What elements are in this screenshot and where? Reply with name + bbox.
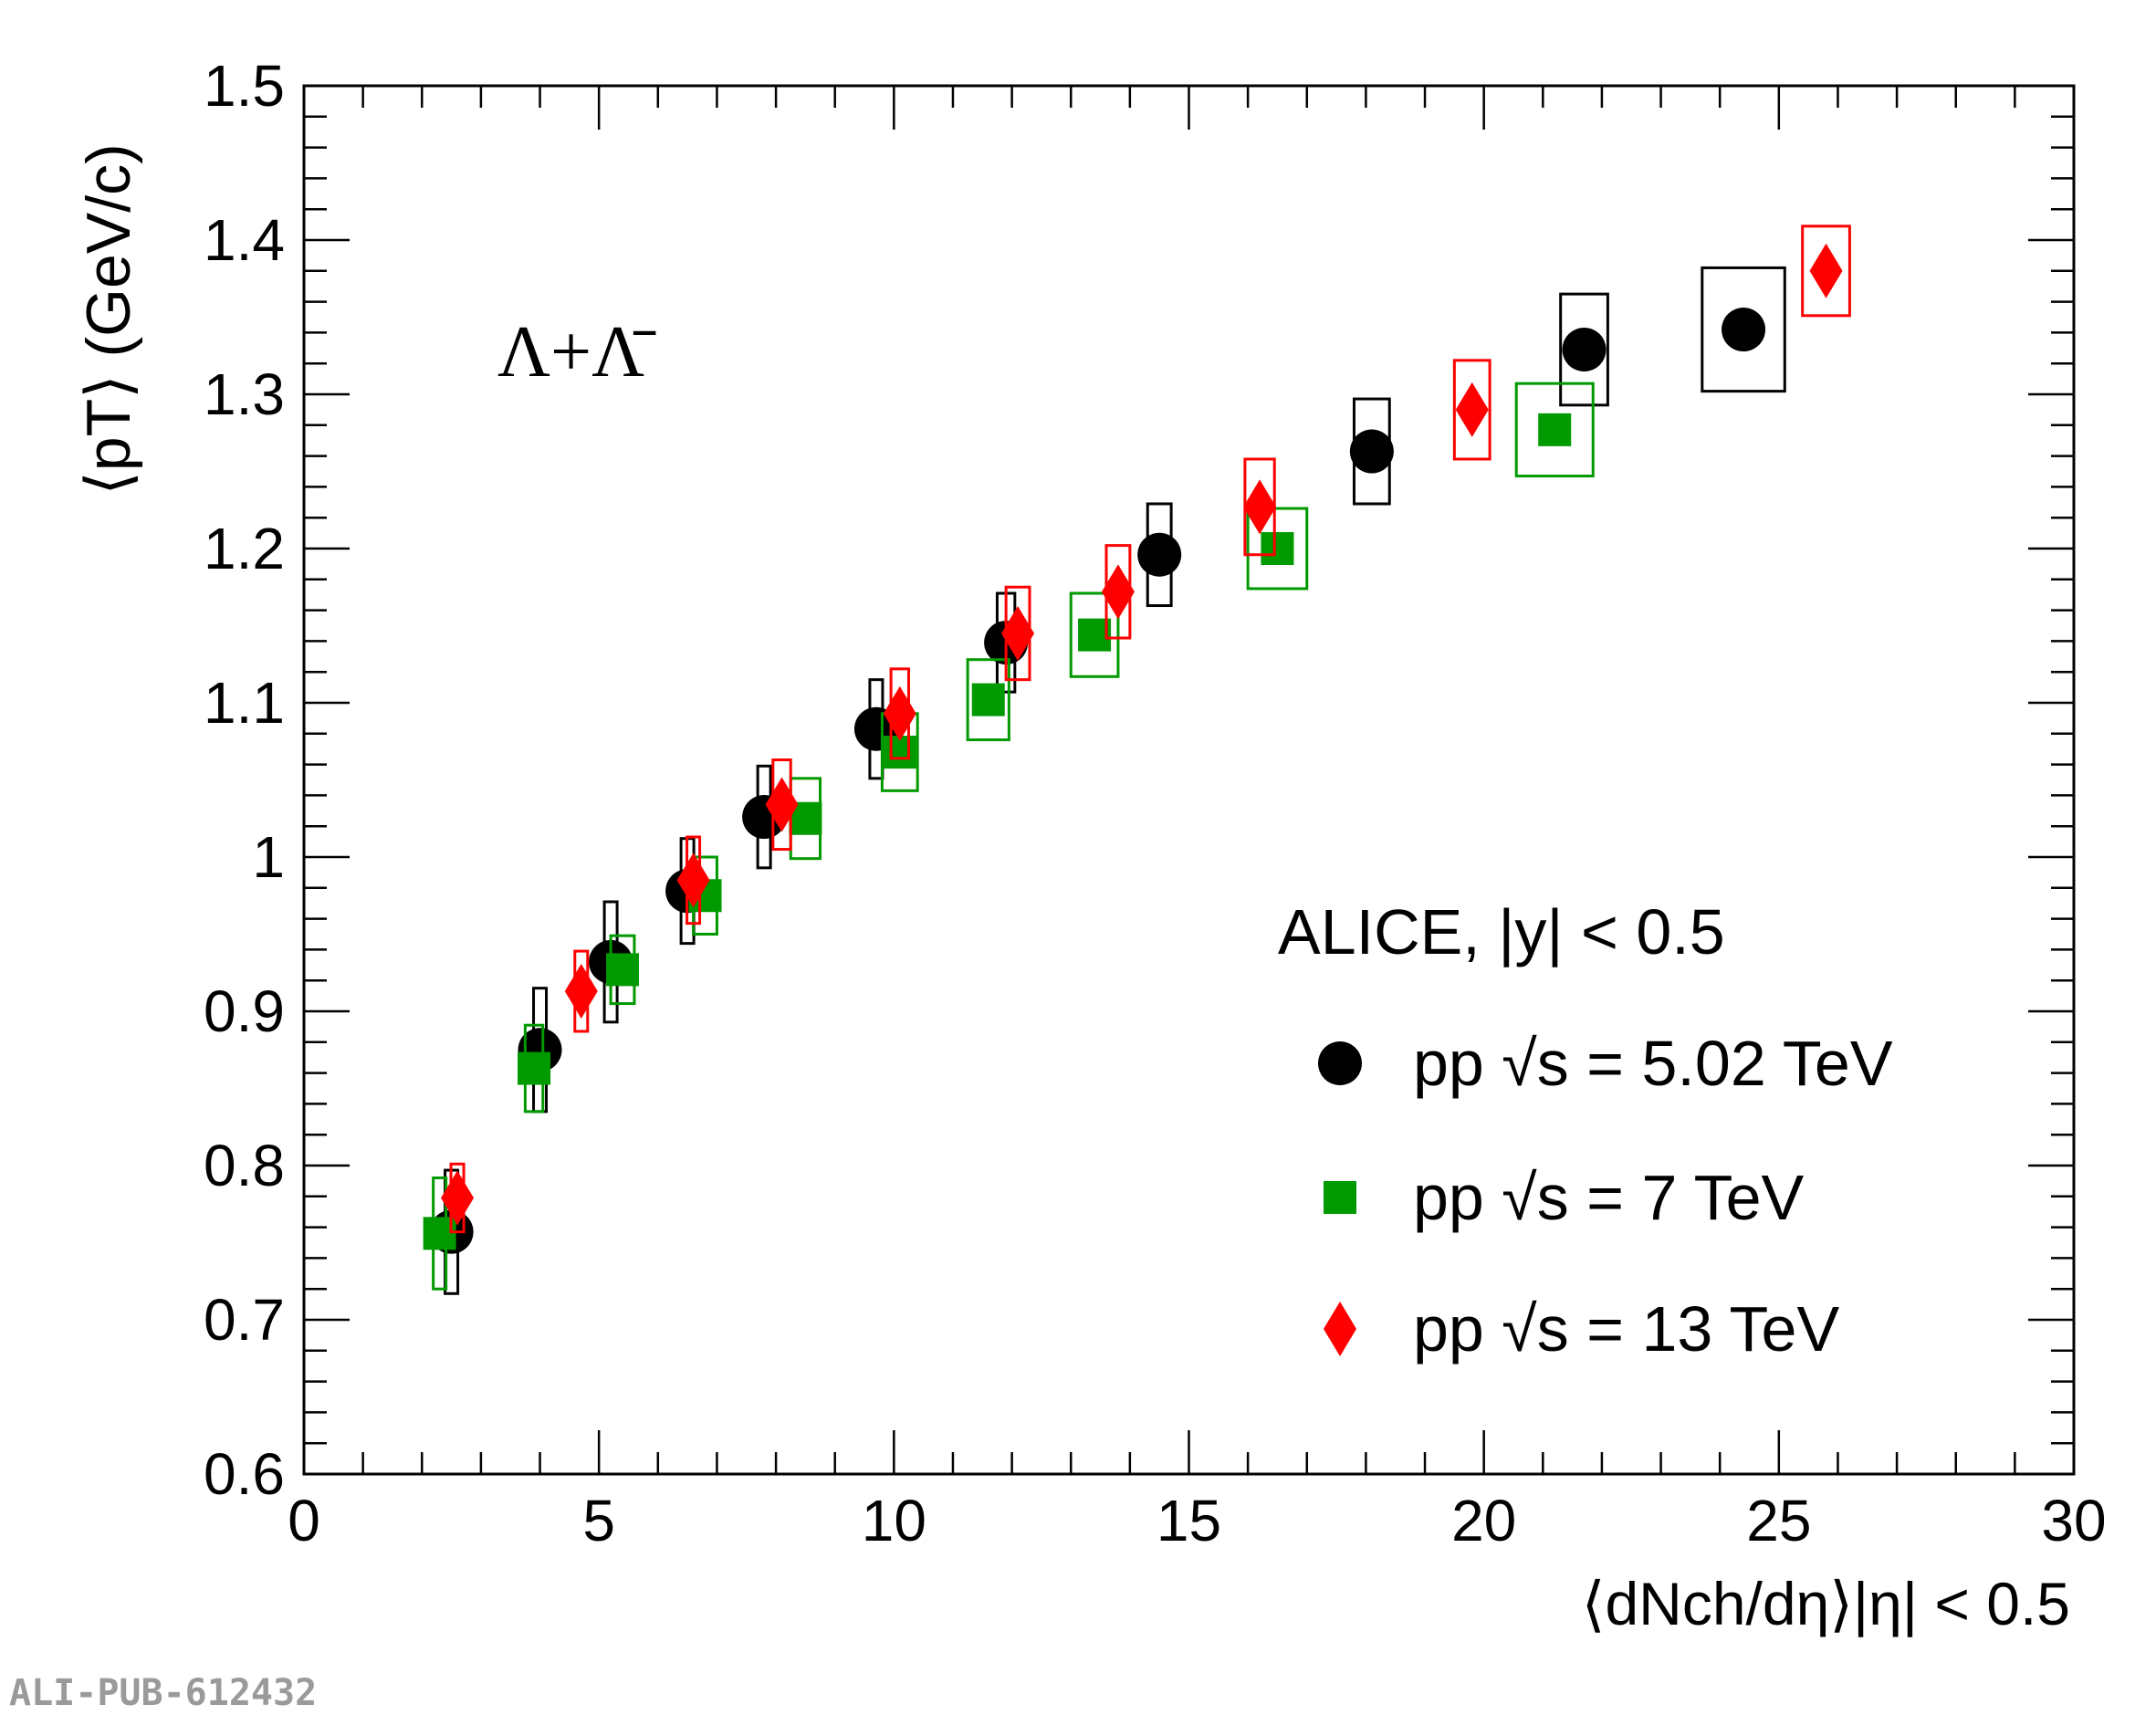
x-tick-label: 25 [1746,1488,1811,1553]
y-tick-label: 0.8 [204,1133,285,1198]
legend-header: ALICE, |y| < 0.5 [1278,896,1725,967]
x-tick-label: 10 [862,1488,926,1553]
y-tick-label: 1.5 [204,53,285,119]
x-tick-label: 15 [1156,1488,1221,1553]
y-tick-label: 0.7 [204,1287,285,1353]
syst-box [1246,507,1309,591]
data-point [1001,605,1035,661]
legend-marker [1318,1041,1362,1085]
y-tick-label: 1.2 [204,516,285,581]
y-tick-label: 1 [252,824,285,890]
data-point [1349,429,1394,474]
data-point [441,1170,475,1226]
y-tick-label: 1.3 [204,361,285,427]
axes: 0 5 10 15 20 25 30 0.6 0.7 0.8 0.9 1 1.1 1.2 1.3 1.4 1.5 [204,53,2107,1553]
legend-label: pp √s = 5.02 TeV [1413,1028,1893,1099]
series-7-tev [423,382,1595,1291]
legend-marker [1324,1181,1356,1214]
data-layer [423,225,1851,1295]
data-point [1722,308,1766,352]
x-axis-title: ⟨dNch/dη⟩|η| < 0.5 [1582,1570,2070,1637]
series-13-tev [441,225,1851,1234]
plot-frame [302,84,2076,1476]
legend-label: pp √s = 13 TeV [1413,1293,1839,1365]
particle-label: Λ+Λ̄ [497,312,656,392]
syst-box [1452,359,1491,461]
series-502-tev [429,266,1786,1295]
syst-box [1069,591,1120,678]
y-tick-label: 1.4 [204,207,285,273]
legend-entry-13-tev: pp √s = 13 TeV [1324,1293,1839,1365]
data-point [518,1051,551,1085]
y-tick-label: 0.6 [204,1441,285,1507]
data-point [1261,532,1294,565]
syst-box [1801,225,1851,318]
data-point [564,964,598,1020]
y-tick-label: 1.1 [204,670,285,736]
data-point [1101,564,1135,620]
legend: ALICE, |y| < 0.5 pp √s = 5.02 TeV pp √s =… [1278,896,1893,1365]
x-tick-label: 0 [288,1488,320,1553]
x-tick-label: 5 [582,1488,615,1553]
syst-box [1559,292,1609,407]
data-point [883,736,916,769]
data-point [971,683,1005,716]
data-point [1538,413,1572,446]
data-point [1243,479,1277,535]
syst-box [1514,382,1595,478]
legend-entry-502-tev: pp √s = 5.02 TeV [1318,1028,1893,1099]
x-tick-label: 20 [1451,1488,1516,1553]
data-point [1562,327,1607,371]
legend-label: pp √s = 7 TeV [1413,1162,1805,1233]
data-point [606,953,640,987]
x-tick-label: 30 [2041,1488,2106,1553]
legend-marker [1324,1302,1356,1356]
syst-box [966,658,1010,742]
watermark: ALI-PUB-612432 [9,1672,317,1714]
data-point [765,777,799,832]
data-point [1455,382,1489,437]
data-point [1137,532,1182,577]
legend-entry-7-tev: pp √s = 7 TeV [1324,1162,1805,1233]
syst-box [1701,266,1786,393]
data-point [676,852,710,908]
y-tick-label: 0.9 [204,978,285,1044]
data-point [1809,243,1843,298]
data-point [883,685,916,741]
y-axis-title: ⟨pT⟩ (GeV/c) [74,143,143,496]
